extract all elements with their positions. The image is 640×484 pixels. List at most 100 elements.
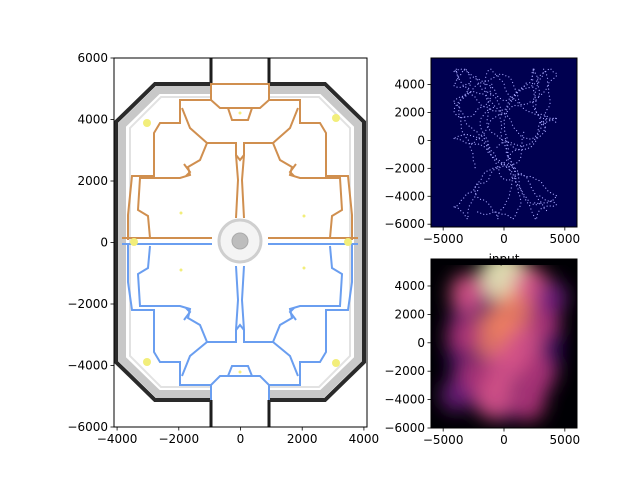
scatter-point bbox=[505, 165, 507, 167]
scatter-point bbox=[516, 162, 518, 164]
scatter-point bbox=[511, 164, 514, 166]
scatter-point bbox=[477, 143, 480, 145]
scatter-y-axis: −6000 −4000 −2000 0 2000 4000 bbox=[384, 78, 431, 231]
scatter-point bbox=[498, 110, 500, 112]
scatter-point bbox=[473, 113, 475, 116]
scatter-point bbox=[457, 101, 459, 104]
scatter-point bbox=[525, 82, 527, 84]
scatter-point bbox=[521, 138, 523, 140]
scatter-point bbox=[511, 106, 513, 108]
scatter-point bbox=[454, 82, 456, 84]
scatter-point bbox=[532, 102, 534, 104]
scatter-point bbox=[511, 164, 513, 167]
scatter-point bbox=[482, 131, 484, 133]
scatter-point bbox=[539, 122, 541, 124]
scatter-point bbox=[485, 94, 487, 96]
scatter-point bbox=[546, 109, 548, 111]
scatter-point bbox=[472, 160, 474, 162]
map-y-tick-label: 2000 bbox=[77, 174, 108, 188]
scatter-point bbox=[476, 79, 478, 81]
scatter-point bbox=[468, 125, 470, 127]
scatter-point bbox=[516, 144, 519, 146]
scatter-point bbox=[508, 162, 510, 164]
scatter-point bbox=[532, 70, 534, 72]
scatter-point bbox=[518, 181, 520, 183]
scatter-point bbox=[457, 78, 459, 80]
scatter-point bbox=[491, 131, 493, 134]
scatter-point bbox=[460, 81, 462, 83]
scatter-point bbox=[475, 111, 477, 113]
scatter-point bbox=[518, 184, 520, 186]
scatter-point bbox=[460, 110, 462, 112]
heatmap-x-tick-label: −5000 bbox=[423, 433, 464, 447]
scatter-point bbox=[460, 74, 462, 76]
scatter-point bbox=[554, 196, 557, 199]
scatter-point bbox=[495, 110, 497, 112]
scatter-point bbox=[511, 180, 513, 182]
scatter-point bbox=[495, 97, 497, 99]
scatter-point bbox=[463, 116, 465, 118]
scatter-point bbox=[499, 166, 501, 169]
scatter-point bbox=[499, 137, 501, 139]
scatter-point bbox=[537, 96, 540, 98]
scatter-point bbox=[517, 208, 519, 210]
scatter-point bbox=[454, 102, 456, 104]
scatter-point bbox=[542, 124, 544, 126]
scatter-point bbox=[478, 134, 480, 136]
scatter-point bbox=[549, 99, 551, 101]
scatter-point bbox=[510, 142, 512, 144]
scatter-point bbox=[555, 117, 557, 120]
scatter-point bbox=[485, 201, 487, 203]
scatter-point bbox=[533, 68, 535, 70]
heatmap-y-tick-label: 2000 bbox=[394, 307, 425, 321]
scatter-point bbox=[483, 199, 485, 201]
scatter-point bbox=[458, 78, 460, 80]
scatter-point bbox=[523, 196, 525, 198]
scatter-point bbox=[515, 99, 517, 101]
scatter-point bbox=[465, 142, 467, 144]
scatter-x-axis: −5000 0 5000 bbox=[423, 227, 580, 246]
scatter-point bbox=[520, 189, 522, 191]
scatter-point bbox=[521, 149, 523, 151]
scatter-point bbox=[456, 98, 458, 100]
scatter-point bbox=[524, 148, 527, 150]
scatter-point bbox=[494, 105, 496, 107]
scatter-point bbox=[469, 84, 471, 86]
scatter-point bbox=[518, 160, 520, 162]
scatter-point bbox=[529, 82, 531, 84]
scatter-point bbox=[548, 95, 551, 97]
scatter-point bbox=[486, 148, 488, 150]
scatter-point bbox=[454, 137, 456, 139]
scatter-point bbox=[492, 211, 494, 213]
scatter-point bbox=[458, 102, 460, 104]
scatter-point bbox=[504, 130, 506, 132]
scatter-point bbox=[495, 166, 497, 169]
scatter-point bbox=[493, 169, 495, 171]
scatter-point bbox=[487, 70, 489, 72]
scatter-point bbox=[471, 94, 473, 96]
scatter-point bbox=[510, 164, 512, 166]
scatter-point bbox=[490, 150, 492, 152]
scatter-point bbox=[491, 102, 494, 104]
scatter-point bbox=[515, 185, 518, 187]
scatter-point bbox=[523, 194, 525, 196]
scatter-point bbox=[514, 175, 516, 177]
scatter-point bbox=[553, 77, 555, 79]
scatter-point bbox=[510, 173, 512, 175]
scatter-point bbox=[544, 122, 546, 125]
scatter-point bbox=[503, 162, 505, 164]
scatter-point bbox=[465, 137, 467, 139]
scatter-point bbox=[468, 83, 470, 85]
scatter-point bbox=[513, 85, 515, 87]
scatter-point bbox=[520, 202, 522, 204]
scatter-point bbox=[483, 213, 485, 215]
scatter-point bbox=[546, 85, 549, 87]
scatter-point bbox=[478, 101, 480, 104]
scatter-point bbox=[538, 93, 541, 95]
scatter-point bbox=[505, 133, 507, 136]
scatter-point bbox=[495, 158, 498, 160]
scatter-point bbox=[477, 82, 480, 84]
scatter-point bbox=[509, 179, 511, 181]
scatter-point bbox=[466, 92, 469, 94]
scatter-point bbox=[469, 142, 471, 145]
